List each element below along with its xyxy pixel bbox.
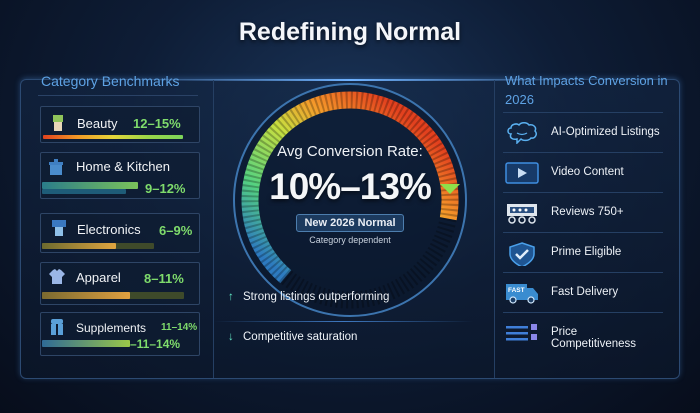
impacts-title: What Impacts Conversion in 2026 (505, 73, 668, 107)
new-normal-badge: New 2026 Normal (296, 214, 404, 232)
conversion-gauge (233, 83, 467, 317)
impact-item-fast-delivery: FAST Fast Delivery (503, 272, 663, 312)
impact-item-price: Price Competitiveness (503, 312, 663, 352)
range-bar (42, 182, 138, 189)
category-benchmarks-column (21, 80, 214, 378)
impact-item-ai-listings: AI-Optimized Listings (503, 112, 663, 152)
category-card-home-kitchen: Home & Kitchen 9–12% (40, 152, 200, 199)
pot-icon (49, 159, 63, 175)
category-card-electronics: Electronics 6–9% (40, 213, 200, 253)
category-name: Apparel (76, 270, 121, 285)
impact-label: Video Content (551, 166, 624, 178)
truck-icon: FAST (506, 284, 538, 304)
shield-check-icon (509, 242, 535, 266)
category-name: Electronics (77, 222, 141, 237)
impact-item-video: Video Content (503, 152, 663, 192)
category-name: Home & Kitchen (76, 159, 170, 174)
impact-label: Fast Delivery (551, 286, 619, 298)
arrow-down-icon: ↓ (228, 331, 234, 343)
impact-item-reviews: Reviews 750+ (503, 192, 663, 232)
impact-label: Reviews 750+ (551, 206, 624, 218)
category-range-bar-label: –11–14% (130, 337, 181, 351)
trend-text: Strong listings outperforming (243, 291, 390, 303)
category-range: 11–14% (161, 322, 198, 333)
divider (38, 95, 198, 96)
category-card-beauty: Beauty 12–15% (40, 106, 200, 143)
page-title: Redefining Normal (238, 18, 462, 46)
category-card-apparel: Apparel 8–11% (40, 262, 200, 305)
range-bar-secondary (42, 189, 126, 194)
trend-item-up: ↑ Strong listings outperforming (228, 291, 389, 303)
impact-label: AI-Optimized Listings (551, 126, 660, 138)
category-dependent-note: Category dependent (309, 235, 391, 245)
svg-text:FAST: FAST (508, 287, 525, 294)
category-range: 6–9% (159, 223, 193, 238)
cosmetics-icon (53, 115, 63, 131)
category-card-supplements: Supplements 11–14% –11–14% (40, 312, 200, 356)
trend-item-down: ↓ Competitive saturation (228, 331, 357, 343)
avg-conversion-label: Avg Conversion Rate: (277, 143, 423, 160)
category-name: Beauty (77, 116, 118, 131)
range-bar (42, 243, 116, 249)
category-name: Supplements (76, 321, 147, 335)
gauge-pointer-icon (440, 184, 460, 194)
price-list-icon (506, 324, 537, 341)
shirt-icon (49, 269, 65, 284)
reviews-icon (507, 204, 537, 224)
impacts-column (494, 80, 680, 378)
category-benchmarks-title: Category Benchmarks (41, 73, 180, 89)
impact-label: Prime Eligible (551, 246, 622, 258)
range-bar (42, 292, 130, 299)
arrow-up-icon: ↑ (228, 291, 234, 303)
range-bar (43, 135, 183, 139)
impact-item-prime: Prime Eligible (503, 232, 663, 272)
play-icon (505, 162, 539, 184)
impact-label: Price Competitiveness (551, 326, 637, 350)
category-range: 12–15% (133, 116, 181, 131)
avg-conversion-value: 10%–13% (269, 166, 432, 207)
range-bar (42, 340, 130, 347)
device-icon (52, 220, 66, 236)
brain-icon (507, 122, 537, 144)
divider (214, 321, 473, 322)
bottle-icon (51, 319, 63, 335)
category-range: 9–12% (145, 181, 186, 196)
category-range: 8–11% (144, 271, 184, 286)
trend-text: Competitive saturation (243, 331, 358, 343)
